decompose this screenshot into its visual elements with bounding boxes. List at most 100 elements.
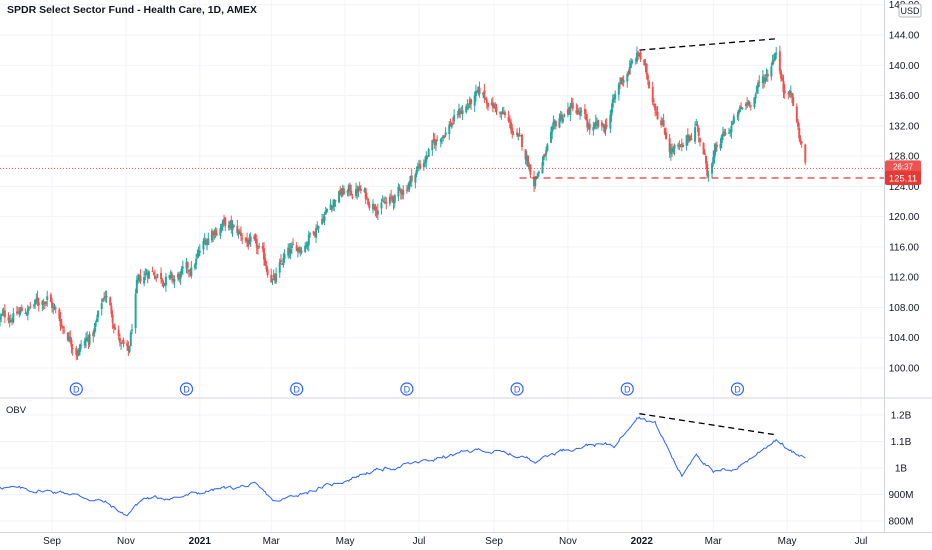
candle-body	[685, 135, 688, 146]
time-tick-label: Mar	[705, 536, 723, 547]
candle-body	[161, 279, 164, 282]
candle-body	[417, 166, 420, 169]
candle-body	[568, 107, 571, 114]
candle-body	[552, 121, 555, 126]
dividend-marker-circle[interactable]	[400, 382, 414, 396]
candles	[0, 45, 807, 361]
candle-body	[129, 332, 132, 347]
candle-body	[620, 77, 623, 85]
candle-body	[385, 201, 388, 203]
candle-body	[541, 162, 544, 174]
dividend-marker-circle[interactable]	[510, 382, 524, 396]
time-tick-label: Sep	[43, 536, 61, 547]
candle-body	[617, 84, 620, 95]
candle-body	[448, 124, 451, 135]
time-tick-label: Nov	[117, 536, 135, 547]
candle-body	[605, 124, 608, 127]
candle-body	[105, 296, 108, 298]
candle-body	[1, 313, 4, 315]
candle-body	[443, 135, 446, 138]
candle-body	[393, 194, 396, 203]
candle-body	[534, 178, 537, 187]
candle-body	[736, 115, 739, 117]
candle-body	[275, 273, 278, 283]
candle-body	[3, 310, 6, 318]
candle-body	[575, 110, 578, 114]
candle-body	[189, 273, 192, 275]
candle-body	[11, 320, 14, 322]
candle-body	[696, 124, 699, 127]
candle-body	[766, 73, 769, 77]
candle-body	[306, 243, 309, 247]
candle-body	[704, 155, 707, 164]
dividend-marker-circle[interactable]	[69, 382, 83, 396]
candle-body	[559, 114, 562, 119]
candle-body	[740, 106, 743, 109]
candle-body	[508, 120, 511, 122]
candle-body	[347, 185, 350, 192]
candle-body	[266, 269, 269, 276]
candle-body	[782, 80, 785, 93]
candle-body	[316, 227, 319, 230]
dividend-marker-circle[interactable]	[620, 382, 634, 396]
candle-body	[118, 337, 121, 343]
currency-badge[interactable]	[898, 3, 922, 18]
candle-body	[453, 115, 456, 122]
obv-tick-label: 800M	[888, 517, 913, 528]
candle-body	[381, 200, 384, 202]
candle-body	[713, 149, 716, 159]
candle-body	[554, 121, 557, 127]
candle-body	[587, 125, 590, 127]
candle-body	[230, 220, 233, 228]
candle-body	[698, 138, 701, 143]
candle-body	[179, 273, 182, 280]
candle-body	[88, 334, 91, 345]
candle-body	[304, 245, 307, 252]
candle-body	[747, 102, 750, 105]
candle-body	[367, 199, 370, 205]
candle-body	[414, 174, 417, 183]
candle-body	[43, 302, 46, 304]
candle-body	[602, 123, 605, 126]
dividend-marker-circle[interactable]	[290, 382, 304, 396]
candle-body	[305, 245, 308, 247]
candle-body	[487, 102, 490, 107]
candle-body	[137, 277, 140, 281]
candle-body	[145, 273, 148, 275]
candle-body	[470, 99, 473, 104]
candle-body	[644, 65, 647, 67]
price-tick-label: 144.00	[889, 31, 920, 42]
candle-body	[741, 107, 744, 109]
candle-body	[374, 205, 377, 211]
candle-body	[804, 144, 807, 163]
candle-body	[536, 173, 539, 177]
candle-body	[711, 163, 714, 174]
candle-body	[425, 155, 428, 163]
obv-line	[0, 416, 806, 517]
dividend-marker-circle[interactable]	[179, 382, 194, 396]
candle-body	[388, 196, 391, 204]
candle-body	[433, 139, 436, 146]
candle-body	[237, 231, 240, 235]
candle-body	[204, 240, 207, 245]
candle-body	[681, 144, 684, 148]
candle-body	[493, 104, 496, 109]
candle-body	[71, 347, 74, 350]
candle-body	[247, 240, 250, 247]
candle-body	[715, 144, 718, 147]
candle-body	[611, 99, 614, 108]
dividend-marker-circle[interactable]	[730, 382, 745, 396]
candle-body	[15, 311, 18, 314]
candle-body	[494, 104, 497, 107]
candle-body	[190, 267, 193, 276]
candle-body	[689, 136, 692, 141]
candle-body	[94, 322, 97, 327]
candle-body	[627, 73, 630, 75]
candle-body	[309, 233, 312, 235]
candle-body	[542, 155, 545, 160]
candle-body	[545, 150, 548, 155]
candle-body	[466, 105, 469, 107]
candle-body	[97, 310, 100, 318]
candle-body	[92, 332, 95, 336]
